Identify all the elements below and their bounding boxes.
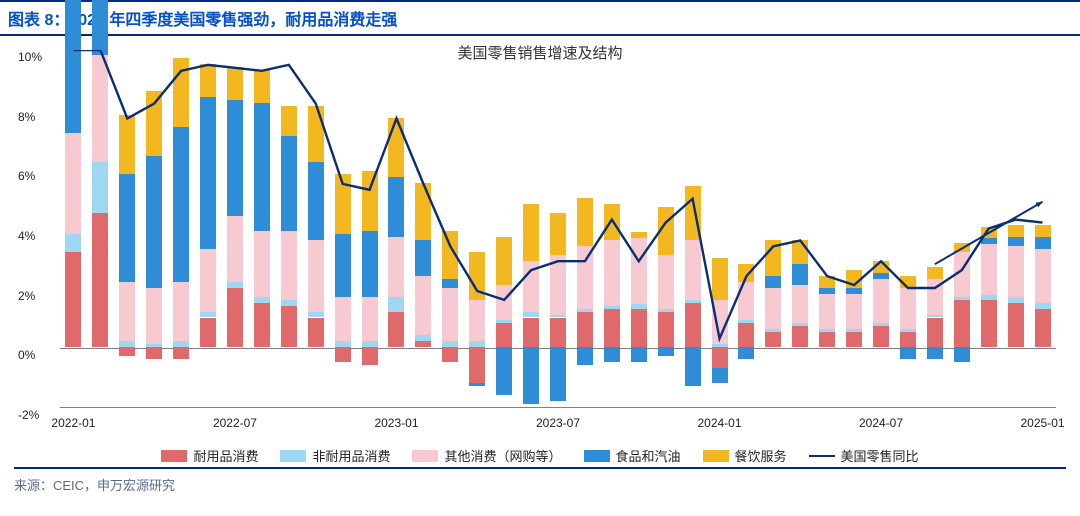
legend-swatch xyxy=(584,450,610,462)
bar-segment-food xyxy=(92,0,108,55)
x-axis-label: 2022-07 xyxy=(213,416,257,430)
chart-title-bar: 图表 8：2024 年四季度美国零售强劲，耐用品消费走强 xyxy=(0,0,1080,36)
legend-swatch xyxy=(280,450,306,462)
y-axis-label: -2% xyxy=(18,408,39,422)
y-axis-label: 8% xyxy=(18,110,35,124)
x-axis-label: 2025-01 xyxy=(1021,416,1065,430)
y-axis-label: 10% xyxy=(18,50,42,64)
y-axis-label: 0% xyxy=(18,348,35,362)
x-axis-label: 2024-07 xyxy=(859,416,903,430)
legend-item-dining: 餐饮服务 xyxy=(703,446,787,465)
legend-item-line: 美国零售同比 xyxy=(809,446,919,465)
legend-item-nondurable: 非耐用品消费 xyxy=(280,446,390,465)
legend-swatch xyxy=(809,455,835,457)
legend-label: 食品和汽油 xyxy=(616,446,681,465)
legend-swatch xyxy=(703,450,729,462)
plot-region xyxy=(60,50,1056,408)
x-axis-label: 2024-01 xyxy=(697,416,741,430)
legend-item-food: 食品和汽油 xyxy=(584,446,681,465)
legend: 耐用品消费 非耐用品消费 其他消费（网购等） 食品和汽油 餐饮服务 美国零售同比 xyxy=(14,440,1066,469)
legend-swatch xyxy=(412,450,438,462)
y-axis-label: 2% xyxy=(18,289,35,303)
legend-item-other: 其他消费（网购等） xyxy=(412,446,561,465)
trend-arrow xyxy=(935,202,1043,264)
chart-area: 美国零售销售增速及结构 -2%0%2%4%6%8%10%2022-012022-… xyxy=(14,40,1066,440)
source-text: 来源：CEIC，申万宏源研究 xyxy=(0,469,1080,500)
y-axis-label: 6% xyxy=(18,169,35,183)
x-axis-label: 2023-01 xyxy=(374,416,418,430)
retail-line xyxy=(73,50,1042,339)
x-axis-label: 2022-01 xyxy=(51,416,95,430)
legend-label: 其他消费（网购等） xyxy=(444,446,561,465)
legend-item-durable: 耐用品消费 xyxy=(161,446,258,465)
legend-label: 美国零售同比 xyxy=(841,446,919,465)
y-axis-label: 4% xyxy=(18,229,35,243)
legend-swatch xyxy=(161,450,187,462)
legend-label: 非耐用品消费 xyxy=(312,446,390,465)
legend-label: 耐用品消费 xyxy=(193,446,258,465)
line-overlay xyxy=(60,50,1056,407)
x-axis-label: 2023-07 xyxy=(536,416,580,430)
legend-label: 餐饮服务 xyxy=(735,446,787,465)
